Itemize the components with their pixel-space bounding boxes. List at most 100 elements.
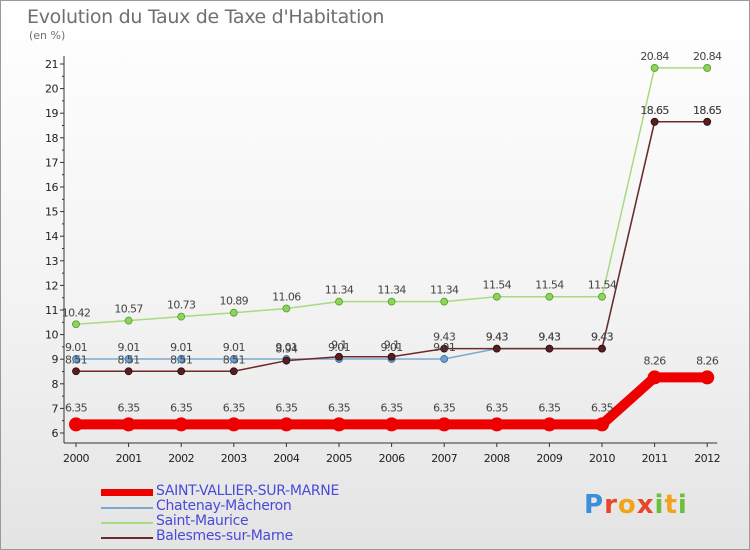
data-point-saint-maurice (545, 292, 554, 301)
data-point-saint-maurice (335, 297, 343, 306)
data-point-balesmes-sur-marne (545, 344, 554, 353)
data-point-saint-vallier-sur-marne (437, 417, 452, 432)
data-label-chatenay-m-cheron: 9.01 (381, 341, 403, 354)
data-point-balesmes-sur-marne (650, 117, 659, 126)
data-label-chatenay-m-cheron: 9.43 (538, 331, 561, 344)
y-tick-label: 18 (45, 132, 58, 145)
data-label-chatenay-m-cheron: 9.01 (223, 341, 245, 354)
data-label-chatenay-m-cheron: 9.43 (486, 331, 509, 344)
data-point-chatenay-m-cheron (177, 355, 186, 363)
data-point-saint-vallier-sur-marne (595, 417, 609, 432)
data-label-chatenay-m-cheron: 9.01 (65, 341, 87, 354)
x-tick-label: 2004 (273, 452, 299, 465)
data-label-saint-vallier-sur-marne: 6.35 (170, 401, 193, 414)
data-label-saint-maurice: 11.06 (272, 291, 301, 304)
y-tick-label: 8 (52, 378, 59, 391)
data-label-balesmes-sur-marne: 8.51 (170, 353, 192, 366)
data-point-chatenay-m-cheron (229, 355, 238, 363)
data-label-chatenay-m-cheron: 9.01 (170, 341, 192, 354)
data-point-saint-maurice (492, 292, 501, 301)
y-tick-label: 6 (52, 427, 59, 440)
data-point-saint-vallier-sur-marne (226, 417, 241, 432)
logo-letter: i (677, 490, 688, 520)
legend-label: SAINT-VALLIER-SUR-MARNE (156, 483, 340, 499)
data-label-saint-maurice: 10.89 (220, 295, 249, 308)
y-tick-label: 11 (45, 304, 58, 317)
data-point-balesmes-sur-marne (282, 356, 291, 365)
data-point-saint-vallier-sur-marne (69, 417, 83, 432)
data-label-saint-maurice: 11.34 (325, 284, 354, 297)
data-label-saint-vallier-sur-marne: 6.35 (486, 401, 509, 414)
data-label-saint-vallier-sur-marne: 6.35 (275, 401, 298, 414)
x-tick-label: 2006 (379, 452, 405, 465)
logo-letter: x (636, 490, 655, 520)
x-tick-label: 2011 (642, 452, 668, 465)
y-tick-label: 10 (45, 329, 58, 342)
y-tick-label: 19 (45, 107, 58, 120)
logo-letter: t (664, 490, 678, 520)
data-point-balesmes-sur-marne (703, 117, 712, 126)
data-point-chatenay-m-cheron (440, 355, 449, 363)
data-label-saint-maurice: 10.42 (62, 306, 91, 319)
legend-label: Balesmes-sur-Marne (156, 528, 293, 544)
logo-letter: P (584, 490, 605, 520)
data-point-balesmes-sur-marne (492, 344, 501, 353)
data-point-saint-vallier-sur-marne (700, 370, 715, 385)
data-point-chatenay-m-cheron (124, 355, 133, 363)
legend-label: Chatenay-Mâcheron (156, 498, 292, 514)
x-tick-label: 2003 (221, 452, 247, 465)
chart-title: Evolution du Taux de Taxe d'Habitation (27, 6, 385, 28)
data-label-saint-maurice: 20.84 (693, 50, 722, 63)
data-point-saint-vallier-sur-marne (384, 417, 399, 432)
data-label-saint-maurice: 11.54 (483, 279, 512, 292)
data-label-saint-vallier-sur-marne: 8.26 (644, 354, 667, 367)
data-point-balesmes-sur-marne (72, 367, 80, 376)
data-label-chatenay-m-cheron: 9.43 (591, 331, 614, 344)
data-label-balesmes-sur-marne: 9.1 (331, 339, 347, 352)
data-label-balesmes-sur-marne: 9.43 (486, 331, 509, 344)
data-label-saint-maurice: 20.84 (640, 50, 669, 63)
data-point-balesmes-sur-marne (387, 352, 396, 361)
data-label-balesmes-sur-marne: 8.51 (223, 353, 245, 366)
data-label-balesmes-sur-marne: 9.43 (433, 331, 456, 344)
data-label-balesmes-sur-marne: 9.1 (384, 339, 400, 352)
x-tick-label: 2005 (326, 452, 352, 465)
data-point-saint-maurice (124, 316, 133, 325)
data-label-saint-maurice: 10.57 (114, 303, 143, 316)
data-label-chatenay-m-cheron: 9.01 (118, 341, 140, 354)
data-label-balesmes-sur-marne: 9.43 (591, 331, 614, 344)
data-label-chatenay-m-cheron: 18.65 (693, 104, 722, 117)
data-point-balesmes-sur-marne (229, 367, 238, 376)
data-label-balesmes-sur-marne: 8.51 (65, 353, 87, 366)
data-point-saint-maurice (440, 297, 449, 306)
data-point-saint-vallier-sur-marne (279, 417, 294, 432)
legend-swatch (101, 489, 153, 496)
proxiti-logo: Proxiti (584, 490, 688, 520)
legend-swatch (101, 507, 153, 509)
data-label-saint-vallier-sur-marne: 8.26 (696, 354, 719, 367)
data-label-saint-vallier-sur-marne: 6.35 (591, 401, 614, 414)
data-label-saint-vallier-sur-marne: 6.35 (433, 401, 456, 414)
data-label-saint-vallier-sur-marne: 6.35 (538, 401, 561, 414)
y-tick-label: 16 (45, 181, 58, 194)
data-point-balesmes-sur-marne (440, 344, 449, 353)
y-tick-label: 15 (45, 206, 58, 219)
x-tick-label: 2007 (431, 452, 457, 465)
data-label-saint-vallier-sur-marne: 6.35 (381, 401, 404, 414)
data-label-chatenay-m-cheron: 9.01 (275, 341, 297, 354)
data-label-chatenay-m-cheron: 9.01 (433, 341, 455, 354)
y-tick-label: 9 (52, 353, 59, 366)
data-label-saint-vallier-sur-marne: 6.35 (65, 401, 88, 414)
y-tick-label: 17 (45, 156, 58, 169)
data-label-balesmes-sur-marne: 9.43 (538, 331, 561, 344)
data-label-saint-vallier-sur-marne: 6.35 (328, 401, 351, 414)
chart-subtitle: (en %) (29, 29, 66, 42)
data-label-balesmes-sur-marne: 8.51 (118, 353, 140, 366)
y-tick-label: 12 (45, 279, 58, 292)
data-point-saint-maurice (72, 320, 80, 329)
data-label-saint-maurice: 11.54 (588, 279, 617, 292)
data-point-balesmes-sur-marne (598, 344, 606, 353)
logo-letter: r (604, 490, 618, 520)
data-label-balesmes-sur-marne: 18.65 (693, 104, 722, 117)
